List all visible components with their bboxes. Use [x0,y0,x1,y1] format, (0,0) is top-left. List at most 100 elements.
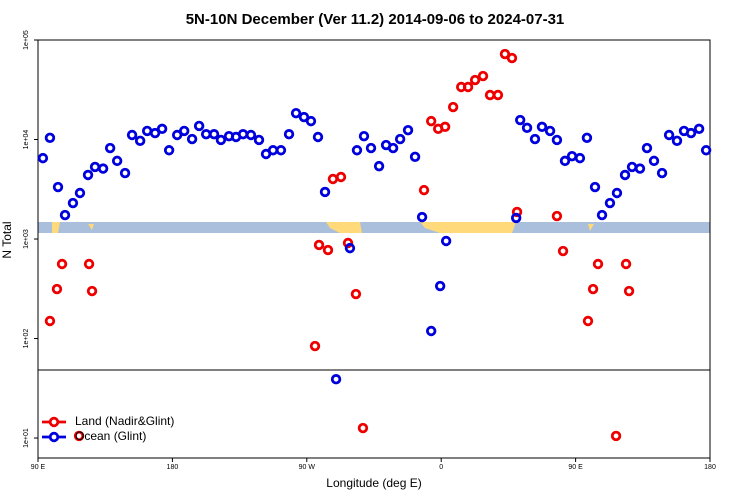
point [37,152,49,164]
point [663,129,675,141]
point [52,181,64,193]
point [358,130,370,142]
point [592,258,604,270]
point [514,114,526,126]
legend-label: Ocean (Glint) [75,429,146,443]
point [648,155,660,167]
point [290,107,302,119]
point [604,197,616,209]
point [86,285,98,297]
point [73,430,85,442]
point [620,258,632,270]
point [469,74,481,86]
point [373,160,385,172]
y-tick-label: 1e+02 [23,329,30,349]
point [156,123,168,135]
point [623,285,635,297]
point [536,121,548,133]
point [700,145,712,156]
point [462,81,474,93]
point [208,129,220,140]
point [418,184,430,196]
point [416,211,428,223]
point [439,121,451,133]
point [215,134,227,146]
point [82,169,94,181]
point [351,145,363,156]
point [119,167,131,179]
point [587,283,599,295]
point [342,237,354,249]
x-tick-label: 180 [167,464,179,471]
point [59,209,71,221]
point [163,145,175,156]
x-tick-label: 0 [439,464,443,471]
point [111,155,123,167]
point [434,280,446,292]
point [685,127,697,139]
point [582,315,594,327]
point [51,283,63,295]
point [327,173,339,185]
point [322,244,334,256]
point [89,161,101,173]
point [551,210,563,222]
point [245,129,257,141]
x-tick-label: 90 E [31,464,46,471]
point [126,129,138,141]
y-tick-label: 1e+03 [23,229,30,249]
point [186,133,198,145]
point [44,315,56,327]
point [656,167,668,179]
point [581,132,593,144]
point [693,123,705,135]
point [134,135,146,147]
point [305,115,317,127]
point [178,125,190,137]
point [610,430,622,442]
point [529,133,541,145]
point [641,142,653,154]
legend-marker [48,431,60,443]
y-tick-label: 1e+05 [23,30,30,50]
point [365,142,377,154]
y-tick-label: 1e+04 [23,130,30,150]
point [104,142,116,154]
point [344,242,356,254]
point [193,120,205,132]
y-axis-label: N Total [0,221,14,258]
point [511,206,523,218]
point [97,163,109,174]
x-tick-label: 90 W [299,464,316,471]
point [275,145,287,156]
point [67,197,79,209]
point [312,131,324,143]
point [44,132,56,144]
point [477,70,489,82]
x-tick-label: 90 E [568,464,583,471]
chart-title: 5N-10N December (Ver 11.2) 2014-09-06 to… [186,11,565,28]
point [574,152,586,164]
x-axis-label: Longitude (deg E) [326,476,421,490]
point [350,288,362,300]
point [521,122,533,134]
point [634,163,646,174]
legend-marker [48,416,60,428]
point [557,245,569,257]
point [394,133,406,145]
point [283,129,295,140]
map-strip [38,222,710,233]
point [313,239,325,251]
point [141,125,153,137]
point [56,258,68,270]
point [149,127,161,139]
point [619,169,631,181]
point [566,150,578,162]
point [387,142,399,154]
point [409,151,421,163]
point [425,115,437,127]
point [200,129,212,140]
point [544,125,556,137]
point [559,155,571,167]
